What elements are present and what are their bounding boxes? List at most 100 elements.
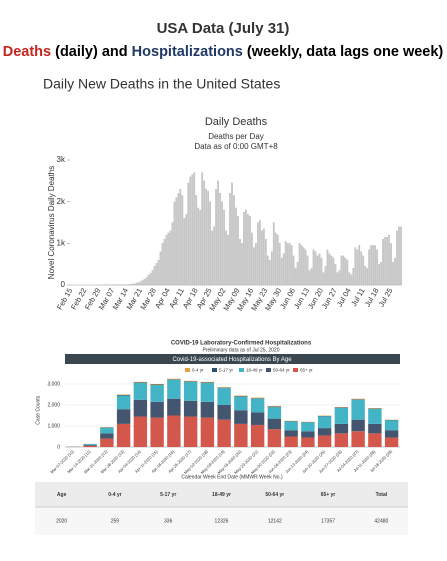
x-tick-label: Jul 25 [377, 286, 395, 308]
bar [270, 251, 273, 286]
legend-swatch [293, 368, 298, 372]
bar-segment [267, 406, 282, 408]
bar-segment [217, 388, 231, 405]
bar [211, 230, 213, 286]
bar [366, 268, 369, 286]
bar [264, 239, 267, 286]
bar [135, 282, 138, 286]
bar-segment [234, 423, 248, 447]
bar-segment [317, 435, 332, 447]
y-axis-title: Case Counts [35, 395, 41, 424]
bar-segment [250, 424, 265, 447]
bar [328, 253, 331, 286]
bar [151, 270, 154, 286]
bar [245, 209, 247, 286]
y-tick-label: 2k [57, 197, 66, 206]
bar [187, 182, 190, 286]
legend-label: 5-17 yr [219, 367, 234, 372]
bar [326, 249, 329, 286]
page-title: USA Data (July 31) [157, 20, 290, 37]
bar-segment [301, 422, 315, 432]
table-header-cell: 50-64 yr [265, 492, 284, 498]
y-tick-label: 3k [57, 155, 66, 164]
bar [207, 191, 210, 286]
bar [235, 207, 237, 286]
bar-segment [267, 407, 282, 419]
data-table [35, 482, 408, 535]
bar-segment [116, 423, 131, 447]
bar [163, 239, 166, 286]
section-title: Daily New Deaths in the United States [43, 76, 280, 92]
y-tick-label: 2,000 [47, 402, 60, 408]
bar-segment [167, 378, 181, 380]
bar [394, 257, 396, 286]
bar [314, 251, 317, 286]
bar [358, 245, 361, 286]
subtitle-hosp: Hospitalizations [132, 44, 243, 60]
bar [304, 249, 307, 286]
bar [251, 232, 253, 286]
bar [392, 261, 394, 286]
bar-segment [351, 431, 365, 447]
bar-segment [351, 399, 365, 420]
bar [336, 272, 339, 286]
bar-segment [133, 416, 148, 447]
bar [167, 232, 170, 286]
bar [278, 243, 281, 286]
bar [141, 280, 144, 286]
y-axis-title: Novel Coronavirus Daily Deaths [47, 166, 56, 279]
bar-segment [250, 398, 265, 399]
bar [324, 266, 327, 286]
bar-segment [250, 397, 265, 399]
bar-segment [234, 396, 248, 411]
bar [362, 255, 365, 286]
bar [127, 284, 130, 286]
bar [262, 228, 265, 286]
bar-segment [217, 419, 231, 447]
bar [219, 193, 221, 286]
bar-segment [234, 396, 248, 397]
bar [155, 263, 158, 286]
bar [316, 255, 319, 286]
bar [201, 172, 204, 286]
bar [382, 239, 384, 286]
bar [284, 241, 287, 286]
bar [191, 174, 194, 286]
table-cell: 17357 [321, 518, 335, 524]
bar [247, 214, 249, 286]
bar-segment [200, 381, 215, 383]
bar-segment [133, 382, 148, 400]
bar-segment [183, 380, 198, 382]
chart-subtitle: Deaths per Day [208, 132, 264, 141]
y-tick-label: 0 [61, 280, 66, 289]
bar [300, 245, 303, 286]
bar [205, 189, 208, 286]
bar [249, 216, 251, 286]
bar [147, 274, 150, 286]
bar [350, 274, 353, 286]
bar-segment [334, 407, 349, 424]
y-tick-label: 1,000 [47, 423, 60, 429]
bar-segment [116, 394, 131, 396]
bar [346, 259, 349, 286]
bar [133, 283, 136, 286]
bar [259, 220, 261, 286]
bar [388, 234, 390, 286]
bar [400, 226, 402, 286]
bar [320, 257, 323, 286]
bar [131, 283, 134, 286]
bar-segment [150, 417, 164, 447]
table-header-cell: 0-4 yr [108, 492, 121, 498]
bar [171, 222, 174, 286]
bar [360, 251, 363, 286]
bar [398, 226, 400, 286]
x-axis-title: Calendar Week End Date (MMWR Week No.) [181, 474, 283, 480]
bar-segment [167, 379, 181, 380]
table-cell: 42480 [374, 518, 388, 524]
bar [209, 201, 212, 286]
bar [330, 255, 333, 286]
bar-segment [267, 406, 282, 407]
bar-segment [100, 427, 114, 434]
bar-segment [284, 436, 298, 447]
bar-segment [183, 416, 198, 447]
